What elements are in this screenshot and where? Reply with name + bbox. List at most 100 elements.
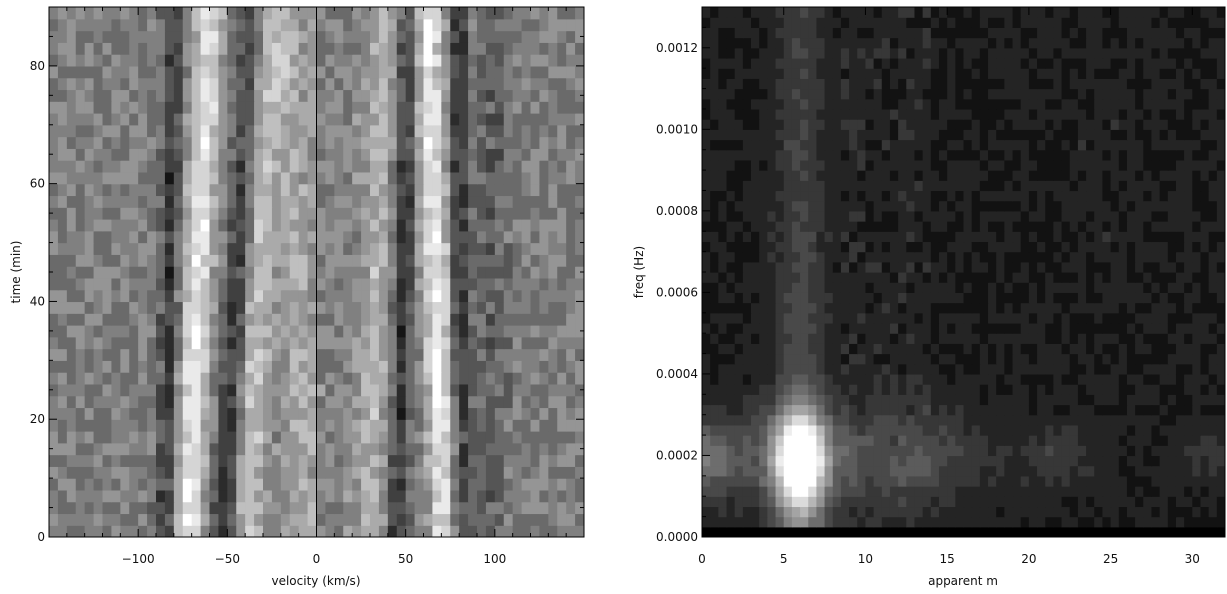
- heatmap-cell: [156, 431, 166, 444]
- heatmap-cell: [147, 360, 157, 373]
- heatmap-cell: [930, 455, 940, 467]
- heatmap-cell: [271, 242, 282, 255]
- heatmap-cell: [405, 65, 416, 79]
- heatmap-cell: [1094, 251, 1104, 263]
- heatmap-cell: [280, 207, 291, 220]
- heatmap-cell: [200, 289, 211, 303]
- heatmap-cell: [963, 475, 973, 487]
- heatmap-cell: [102, 136, 113, 149]
- heatmap-cell: [947, 394, 956, 406]
- heatmap-cell: [759, 251, 768, 263]
- heatmap-cell: [751, 455, 760, 467]
- heatmap-cell: [1143, 475, 1153, 487]
- heatmap-cell: [1184, 292, 1193, 304]
- heatmap-cell: [1208, 363, 1218, 375]
- heatmap-cell: [1143, 231, 1153, 243]
- heatmap-cell: [164, 266, 175, 279]
- heatmap-cell: [245, 395, 255, 409]
- heatmap-cell: [906, 486, 916, 497]
- heatmap-cell: [824, 424, 834, 436]
- heatmap-cell: [200, 160, 211, 173]
- heatmap-cell: [702, 373, 711, 385]
- heatmap-cell: [361, 313, 371, 326]
- heatmap-cell: [539, 383, 549, 397]
- heatmap-cell: [120, 348, 130, 361]
- heatmap-cell: [1159, 506, 1169, 518]
- heatmap-cell: [316, 65, 327, 79]
- heatmap-cell: [120, 171, 130, 185]
- heatmap-cell: [334, 372, 344, 385]
- heatmap-cell: [191, 383, 202, 397]
- heatmap-cell: [1192, 272, 1202, 283]
- heatmap-cell: [800, 445, 809, 457]
- heatmap-cell: [800, 496, 809, 508]
- heatmap-cell: [1037, 251, 1046, 263]
- heatmap-cell: [325, 383, 335, 397]
- heatmap-cell: [1159, 526, 1169, 537]
- heatmap-cell: [164, 348, 175, 361]
- heatmap-cell: [361, 301, 371, 314]
- heatmap-cell: [914, 496, 924, 508]
- heatmap-cell: [1184, 435, 1193, 446]
- heatmap-cell: [521, 454, 532, 467]
- heatmap-cell: [477, 30, 487, 43]
- heatmap-cell: [1216, 190, 1225, 202]
- heatmap-cell: [494, 466, 505, 479]
- heatmap-cell: [1151, 190, 1161, 202]
- heatmap-cell: [1094, 496, 1104, 508]
- heatmap-cell: [947, 475, 956, 487]
- heatmap-cell: [280, 171, 291, 185]
- heatmap-cell: [575, 7, 584, 20]
- heatmap-cell: [173, 277, 184, 291]
- heatmap-cell: [405, 183, 416, 197]
- heatmap-cell: [66, 478, 77, 491]
- heatmap-cell: [857, 394, 867, 406]
- heatmap-cell: [102, 442, 113, 456]
- heatmap-cell: [503, 219, 514, 232]
- heatmap-cell: [468, 431, 478, 444]
- heatmap-cell: [441, 219, 451, 232]
- heatmap-cell: [129, 489, 139, 503]
- heatmap-cell: [512, 336, 523, 350]
- heatmap-cell: [718, 384, 728, 395]
- heatmap-cell: [468, 183, 478, 197]
- heatmap-cell: [370, 195, 380, 208]
- heatmap-cell: [1159, 333, 1169, 344]
- heatmap-cell: [512, 18, 523, 32]
- heatmap-cell: [824, 221, 834, 232]
- heatmap-cell: [575, 124, 584, 138]
- heatmap-cell: [955, 231, 965, 243]
- heatmap-cell: [503, 372, 514, 385]
- heatmap-cell: [423, 101, 434, 114]
- heatmap-cell: [343, 501, 353, 515]
- heatmap-cell: [1069, 445, 1079, 457]
- heatmap-cell: [530, 466, 541, 479]
- heatmap-cell: [102, 7, 113, 20]
- heatmap-cell: [236, 7, 246, 20]
- heatmap-cell: [963, 363, 973, 375]
- heatmap-cell: [84, 466, 95, 479]
- heatmap-cell: [1167, 475, 1177, 487]
- heatmap-cell: [1053, 506, 1063, 518]
- heatmap-cell: [66, 54, 77, 67]
- heatmap-cell: [575, 42, 584, 55]
- heatmap-cell: [1012, 302, 1022, 314]
- heatmap-cell: [1061, 343, 1071, 355]
- heatmap-cell: [1118, 506, 1128, 518]
- heatmap-cell: [441, 89, 451, 102]
- heatmap-cell: [1118, 475, 1128, 487]
- heatmap-cell: [459, 266, 469, 279]
- heatmap-cell: [710, 190, 719, 202]
- heatmap-cell: [191, 54, 202, 67]
- heatmap-cell: [280, 289, 291, 303]
- heatmap-cell: [164, 513, 175, 526]
- heatmap-cell: [512, 148, 523, 161]
- heatmap-cell: [102, 372, 113, 385]
- heatmap-cell: [575, 160, 584, 173]
- heatmap-cell: [988, 343, 997, 355]
- heatmap-cell: [726, 475, 736, 487]
- heatmap-cell: [1118, 282, 1128, 293]
- heatmap-cell: [423, 266, 434, 279]
- heatmap-cell: [1143, 282, 1153, 293]
- heatmap-cell: [57, 42, 68, 55]
